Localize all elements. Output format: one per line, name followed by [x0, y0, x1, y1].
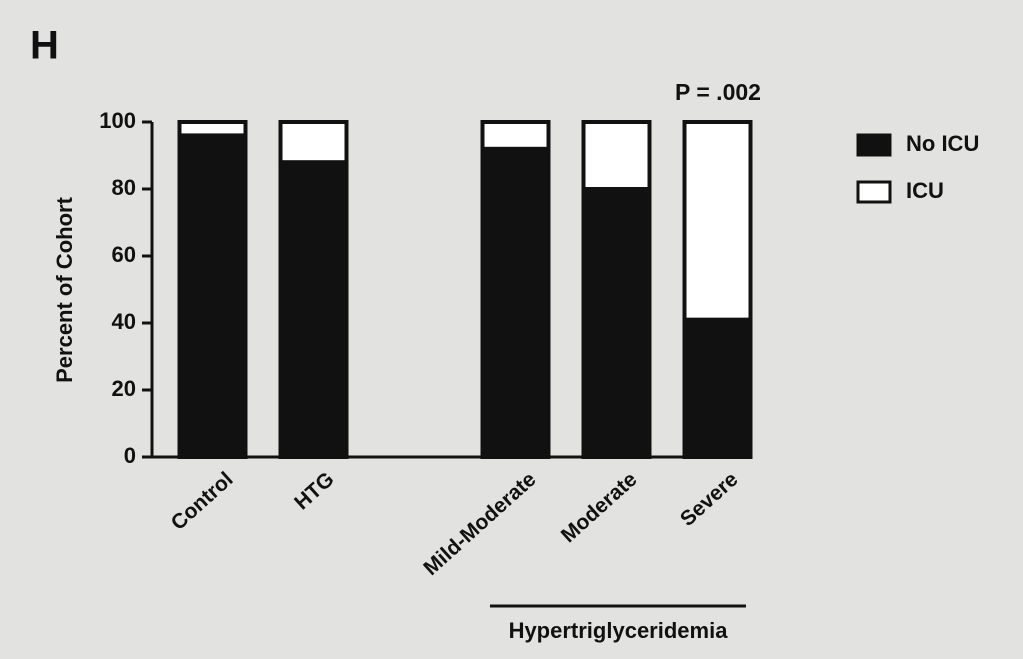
legend-label: No ICU — [906, 131, 979, 156]
legend-label: ICU — [906, 178, 944, 203]
legend-swatch — [856, 133, 892, 157]
group-label: Hypertriglyceridemia — [509, 618, 729, 643]
bar-segment — [581, 120, 652, 191]
bar-segment — [278, 120, 349, 165]
bar-segment — [278, 160, 349, 459]
y-tick-label: 60 — [112, 242, 136, 267]
bar-segment — [480, 146, 551, 460]
bar-segment — [177, 133, 248, 459]
legend-swatch — [856, 180, 892, 204]
y-tick-label: 20 — [112, 376, 136, 401]
bar-segment — [682, 120, 753, 322]
bar-segment — [177, 120, 248, 138]
bar-segment — [581, 187, 652, 459]
bar-segment — [480, 120, 551, 151]
y-tick-label: 0 — [124, 443, 136, 468]
annotation: P = .002 — [675, 79, 761, 105]
y-tick-label: 80 — [112, 175, 136, 200]
bar-segment — [682, 317, 753, 459]
y-tick-label: 100 — [99, 108, 136, 133]
panel-label: H — [30, 24, 59, 68]
y-axis-label: Percent of Cohort — [52, 196, 77, 382]
y-tick-label: 40 — [112, 309, 136, 334]
